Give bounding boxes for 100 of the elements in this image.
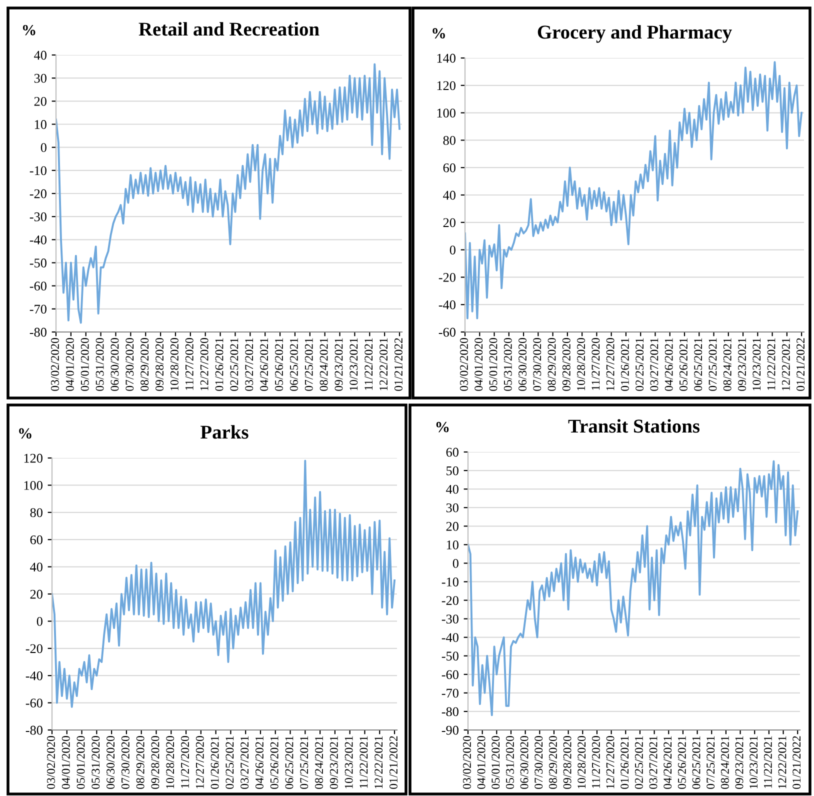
x-tick-label: 11/22/2021: [767, 338, 776, 390]
x-tick-label: 08/24/2021: [723, 338, 732, 391]
y-tick-label: 0: [450, 246, 456, 255]
x-tick-label: 05/26/2021: [275, 338, 283, 391]
x-tick-label: 01/26/2021: [620, 338, 629, 391]
y-tick-label: 30: [446, 503, 458, 512]
x-tick-label: 11/27/2020: [592, 338, 600, 390]
x-tick-label: 04/26/2021: [255, 736, 264, 789]
y-tick-label: 20: [30, 590, 42, 599]
y-tick-label: -50: [442, 652, 458, 661]
y-tick-label: 0: [452, 559, 458, 568]
x-tick-label: 01/21/2022: [390, 736, 398, 789]
x-tick-label: 08/29/2020: [548, 736, 557, 789]
y-tick-label: 10: [446, 540, 458, 550]
x-tick-label: 08/29/2020: [136, 736, 144, 789]
y-tick-label: -40: [26, 671, 42, 680]
x-tick-label: 09/23/2021: [735, 736, 744, 789]
x-tick-label: 08/29/2020: [548, 338, 556, 391]
y-tick-label: -10: [442, 578, 458, 586]
y-tick-label: -70: [442, 688, 458, 698]
y-tick-label: -60: [26, 698, 42, 708]
y-tick-label: 100: [437, 108, 456, 118]
x-tick-label: 10/23/2021: [344, 736, 353, 788]
x-tick-label: 07/30/2020: [121, 736, 130, 789]
y-tick-label: 80: [443, 136, 456, 145]
x-tick-label: 04/01/2020: [474, 338, 483, 391]
y-tick-label: 0: [36, 617, 42, 626]
x-tick-label: 11/22/2021: [360, 736, 368, 788]
x-tick-label: 12/27/2020: [606, 736, 614, 788]
x-tick-label: 11/27/2020: [592, 736, 600, 788]
y-tick-label: -80: [26, 726, 42, 735]
y-tick-label: 20: [443, 218, 456, 228]
y-tick-label: -40: [438, 300, 456, 310]
x-tick-label: 10/28/2020: [170, 338, 178, 390]
y-tick-label: 60: [30, 535, 42, 544]
y-tick-label: 40: [446, 484, 458, 494]
x-tick-label: 06/25/2021: [290, 338, 298, 391]
y-tick-label: -20: [442, 596, 458, 605]
y-tick-label: 120: [24, 454, 42, 463]
x-tick-label: 10/28/2020: [166, 736, 174, 788]
line-series: [468, 460, 799, 716]
x-tick-label: 04/01/2020: [477, 736, 486, 789]
x-tick-label: 03/02/2020: [462, 736, 471, 789]
x-tick-label: 06/25/2021: [692, 736, 700, 789]
x-tick-label: 12/27/2020: [200, 338, 208, 390]
x-tick-label: 07/30/2020: [534, 736, 543, 789]
x-tick-label: 08/29/2020: [140, 338, 149, 391]
y-tick-label: 40: [443, 190, 456, 200]
x-tick-label: 09/28/2020: [562, 338, 570, 391]
y-tick-label: 0: [40, 143, 46, 152]
x-tick-label: 05/01/2020: [492, 736, 500, 789]
x-tick-label: 04/26/2021: [664, 736, 672, 789]
x-tick-label: 02/25/2021: [230, 338, 238, 391]
y-tick-label: -80: [30, 328, 46, 337]
x-tick-label: 09/28/2020: [151, 736, 160, 789]
x-tick-label: 07/30/2020: [533, 338, 542, 391]
y-tick-label: 100: [24, 481, 42, 490]
x-tick-label: 04/01/2020: [62, 736, 70, 789]
x-tick-label: 04/26/2021: [664, 338, 673, 391]
x-tick-label: 12/22/2021: [374, 736, 383, 788]
x-tick-label: 07/30/2020: [126, 338, 134, 391]
y-tick-label: 20: [34, 96, 46, 106]
x-tick-label: 07/25/2021: [708, 338, 717, 391]
y-tick-label: 60: [443, 163, 456, 172]
y-axis-title: %: [22, 24, 36, 36]
y-tick-label: 50: [446, 466, 458, 476]
x-tick-label: 12/27/2020: [606, 338, 614, 390]
x-tick-label: 06/30/2020: [520, 736, 528, 789]
x-tick-label: 08/24/2021: [320, 338, 328, 391]
x-tick-label: 05/31/2020: [506, 736, 514, 789]
x-tick-label: 09/23/2021: [334, 338, 343, 391]
x-tick-label: 02/25/2021: [634, 736, 643, 789]
x-tick-label: 05/26/2021: [270, 736, 278, 789]
y-tick-label: -70: [30, 304, 46, 314]
y-tick-label: -60: [30, 282, 46, 291]
x-tick-label: 05/26/2021: [678, 736, 686, 789]
x-tick-label: 06/25/2021: [285, 736, 294, 789]
y-tick-label: 40: [30, 562, 42, 572]
x-tick-label: 06/30/2020: [106, 736, 115, 789]
line-series: [56, 63, 400, 324]
x-tick-label: 01/26/2021: [620, 736, 629, 789]
x-tick-label: 12/27/2020: [196, 736, 204, 788]
line-series: [52, 460, 396, 708]
y-tick-label: -80: [442, 707, 458, 716]
x-tick-label: 08/24/2021: [720, 736, 729, 789]
chart-title: Grocery and Pharmacy: [538, 25, 732, 43]
x-tick-label: 10/28/2020: [577, 338, 586, 390]
x-tick-label: 10/23/2021: [350, 338, 358, 390]
y-axis-title: %: [432, 28, 445, 39]
x-tick-label: 05/26/2021: [679, 338, 688, 391]
x-tick-label: 03/27/2021: [245, 338, 254, 391]
x-tick-label: 09/23/2021: [738, 338, 746, 391]
line-series: [465, 61, 803, 320]
y-tick-label: 60: [446, 448, 458, 457]
x-tick-label: 03/27/2021: [649, 736, 658, 789]
x-tick-label: 05/31/2020: [504, 338, 512, 391]
chart-title: Retail and Recreation: [138, 22, 320, 36]
x-tick-label: 01/26/2021: [210, 736, 219, 789]
x-tick-label: 07/25/2021: [706, 736, 715, 789]
y-tick-label: -20: [26, 644, 42, 654]
